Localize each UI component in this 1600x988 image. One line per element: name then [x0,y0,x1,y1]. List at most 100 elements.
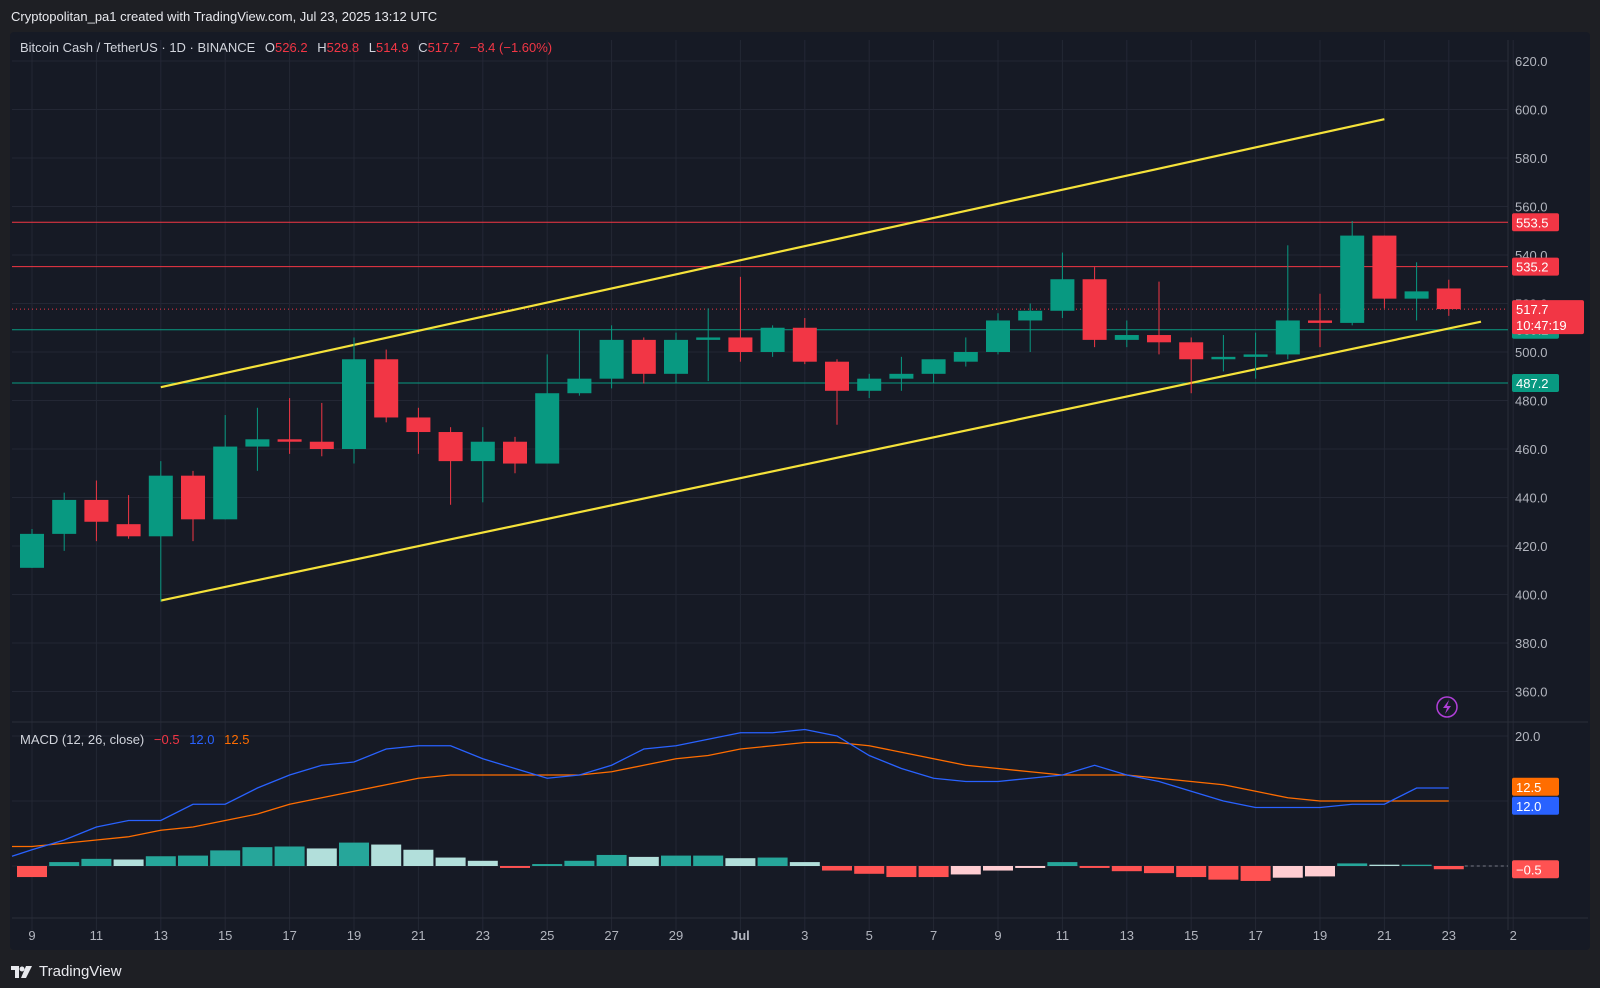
level-tag-553.5: 553.5 [1512,213,1559,232]
chart-canvas[interactable]: 360.0 380.0 400.0 420.0 440.0 460.0 480.0 500.0… [0,0,1600,950]
candle [825,359,849,425]
macd-line-tag-text: 12.0 [1516,799,1541,814]
candle [986,313,1010,355]
lightning-icon[interactable] [1436,696,1458,718]
candle [342,337,366,464]
macd-histogram-bar [467,860,498,866]
time-tick-label: 5 [866,928,873,943]
macd-histogram-bar [596,854,627,866]
time-tick-label: 3 [801,928,808,943]
candle-body [52,499,77,534]
brand-name: TradingView [39,963,122,980]
macd-histogram-bar [950,866,981,875]
macd-tick-label: 20.0 [1515,729,1540,744]
macd-histogram-bar [500,866,530,868]
macd-signal-line [12,741,1449,848]
candle-body [213,446,238,520]
price-tick-label: 460.0 [1515,442,1548,457]
price-tick-label: 420.0 [1515,539,1548,554]
time-tick-label: 25 [540,928,554,943]
time-tick-label: 29 [669,928,683,943]
candle [52,492,77,551]
candle-body [760,327,785,352]
time-tick-label: 23 [1442,928,1456,943]
candle-body [503,441,527,464]
candle-body [631,339,656,374]
candle-body [245,439,270,447]
level-tag-487.2: 487.2 [1512,374,1559,393]
candle [1372,235,1397,309]
candle [148,461,173,602]
macd-histogram-bar [1176,866,1207,878]
level-tag-535.2: 535.2 [1512,257,1559,276]
macd-histogram-bar [854,866,885,874]
candle-body [1147,335,1171,343]
trendlines [160,118,1482,602]
candle [535,354,560,464]
horizontal-levels [12,221,1508,384]
candle [953,337,978,367]
symbol-legend: Bitcoin Cash / TetherUS · 1D · BINANCE O… [20,40,552,55]
macd-histogram-bar [789,862,820,866]
candle [1179,337,1204,394]
macd-histogram-bar [339,842,369,866]
macd-hist-tag-bg [1512,860,1559,879]
candle-body [406,417,431,433]
macd-histogram-bar [210,850,241,866]
candle [181,470,205,542]
price-tick-label: 500.0 [1515,345,1548,360]
macd-histogram-bar [81,858,112,866]
candle [1340,221,1365,326]
low-label: L [368,40,377,55]
candle-body [728,337,753,352]
candle-body [599,339,624,379]
candle [664,332,688,384]
candle [20,529,44,568]
time-tick-label: 23 [476,928,490,943]
chart-frame [10,32,1590,950]
level-tag-535.2-text: 535.2 [1516,260,1549,275]
macd-histogram-bar [306,848,337,866]
last-price-tag-bg [1512,300,1584,335]
time-tick-label: 17 [282,928,296,943]
macd-histogram-bar [564,860,595,866]
macd-histogram-bar [532,864,563,866]
macd-histogram-bar [1433,866,1464,870]
candle-body [20,533,44,568]
candle [760,325,785,357]
macd-histogram-bar [725,858,756,866]
price-tick-label: 400.0 [1515,588,1548,603]
close-label: C [418,40,428,55]
candle-body [309,441,334,449]
candle [1211,335,1236,372]
candle-body [1308,320,1332,323]
candle-body [277,439,302,442]
macd-line [11,728,1449,857]
macd-legend: MACD (12, 26, close) −0.5 12.0 12.5 [20,732,249,747]
candle-body [342,359,366,449]
candle-body [1404,291,1429,299]
candle-body [696,337,721,340]
attribution-text: Cryptopolitan_pa1 created with TradingVi… [11,9,438,24]
macd-histogram-bar [242,847,273,866]
candle-body [374,359,399,418]
candle [277,398,302,454]
level-tag-553.5-text: 553.5 [1516,215,1549,230]
candle-body [825,361,849,391]
candle [213,415,238,520]
time-tick-label: 11 [1056,928,1070,943]
candle-body [792,327,817,362]
macd-histogram-bar [403,849,434,866]
candle [470,427,495,503]
candle-body [664,339,688,374]
time-tick-label: 15 [1184,928,1198,943]
time-tick-label: 17 [1248,928,1262,943]
macd-line-value: 12.0 [189,732,215,747]
macd-histogram-bar [1272,866,1303,878]
time-tick-label: 21 [1377,928,1391,943]
candle [84,480,109,542]
candle-body [1275,320,1300,355]
tradingview-logo[interactable]: TradingView [11,963,122,980]
candle-body [889,373,914,379]
candle-body [1243,354,1268,357]
